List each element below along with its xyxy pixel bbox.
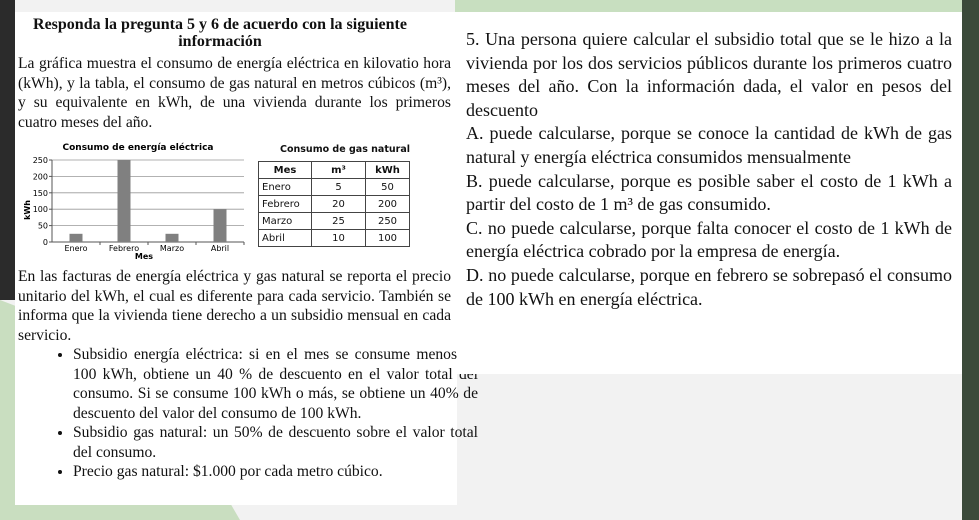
- subsidy-list: Subsidio energía eléctrica: si en el mes…: [43, 345, 478, 482]
- y-tick-label: 0: [43, 238, 48, 247]
- cell-kwh: 250: [365, 212, 410, 230]
- bar-enero: [69, 233, 83, 242]
- gas-table: Mes m³ kWh Enero 5 50 Febrero 20 200 Marzo 25…: [258, 161, 410, 247]
- x-tick-label: Abril: [211, 244, 229, 253]
- y-tick-label: 50: [38, 222, 48, 231]
- bar-marzo: [165, 233, 179, 242]
- table-row: Febrero 20 200: [258, 195, 410, 213]
- x-tick-label: Enero: [64, 244, 87, 253]
- cell-kwh: 50: [365, 178, 410, 196]
- option-a[interactable]: A. puede calcularse, porque se conoce la…: [466, 123, 952, 167]
- y-tick-label: 200: [33, 172, 48, 181]
- y-tick-label: 100: [33, 205, 48, 214]
- cell-month: Enero: [258, 178, 312, 196]
- cell-m3: 20: [311, 195, 366, 213]
- x-tick-label: Marzo: [160, 244, 184, 253]
- section-heading: Responda la pregunta 5 y 6 de acuerdo co…: [33, 16, 407, 50]
- option-c[interactable]: C. no puede calcularse, porque falta con…: [466, 217, 952, 262]
- table-row: Abril 10 100: [258, 229, 410, 247]
- decorative-band-top: [455, 0, 965, 12]
- y-tick-label: 250: [33, 156, 48, 165]
- header-cell: Mes: [258, 161, 312, 179]
- cell-m3: 5: [311, 178, 366, 196]
- header-cell: kWh: [365, 161, 410, 179]
- chart-title: Consumo de energía eléctrica: [63, 142, 214, 153]
- electricity-bar-chart: Consumo de energía eléctrica 0 50 100 150 20…: [23, 142, 245, 261]
- cell-month: Abril: [258, 229, 312, 247]
- cell-kwh: 100: [365, 229, 410, 247]
- facts-paragraph: En las facturas de energía eléctrica y g…: [18, 268, 451, 344]
- table-row: Marzo 25 250: [258, 212, 410, 230]
- cell-month: Marzo: [258, 212, 312, 230]
- option-d[interactable]: D. no puede calcularse, porque en febrer…: [466, 264, 952, 309]
- cell-m3: 25: [311, 212, 366, 230]
- table-row: Enero 5 50: [258, 178, 410, 196]
- decorative-edge-left: [0, 0, 15, 300]
- list-item: Subsidio energía eléctrica: si en el mes…: [73, 345, 478, 423]
- bar-febrero: [117, 160, 131, 242]
- list-item: Precio gas natural: $1.000 por cada metr…: [73, 462, 478, 482]
- y-tick-label: 150: [33, 189, 48, 198]
- bar-abril: [213, 209, 227, 242]
- question-panel: 5. Una persona quiere calcular el subsid…: [457, 12, 962, 374]
- question-text: 5. Una persona quiere calcular el subsid…: [466, 28, 952, 311]
- decorative-edge-right: [962, 0, 979, 520]
- x-axis-label: Mes: [135, 252, 153, 261]
- question-stem: 5. Una persona quiere calcular el subsid…: [466, 29, 952, 120]
- intro-paragraph: La gráfica muestra el consumo de energía…: [18, 55, 451, 131]
- info-panel: Responda la pregunta 5 y 6 de acuerdo co…: [15, 12, 478, 505]
- cell-month: Febrero: [258, 195, 312, 213]
- table-header-row: Mes m³ kWh: [258, 161, 410, 179]
- option-b[interactable]: B. puede calcularse, porque es posible s…: [466, 170, 952, 215]
- header-cell: m³: [311, 161, 366, 179]
- cell-m3: 10: [311, 229, 366, 247]
- x-tick-label: Febrero: [109, 244, 139, 253]
- y-axis-label: kWh: [23, 200, 32, 220]
- list-item: Subsidio gas natural: un 50% de descuent…: [73, 423, 478, 462]
- gas-table-title: Consumo de gas natural: [280, 144, 410, 155]
- cell-kwh: 200: [365, 195, 410, 213]
